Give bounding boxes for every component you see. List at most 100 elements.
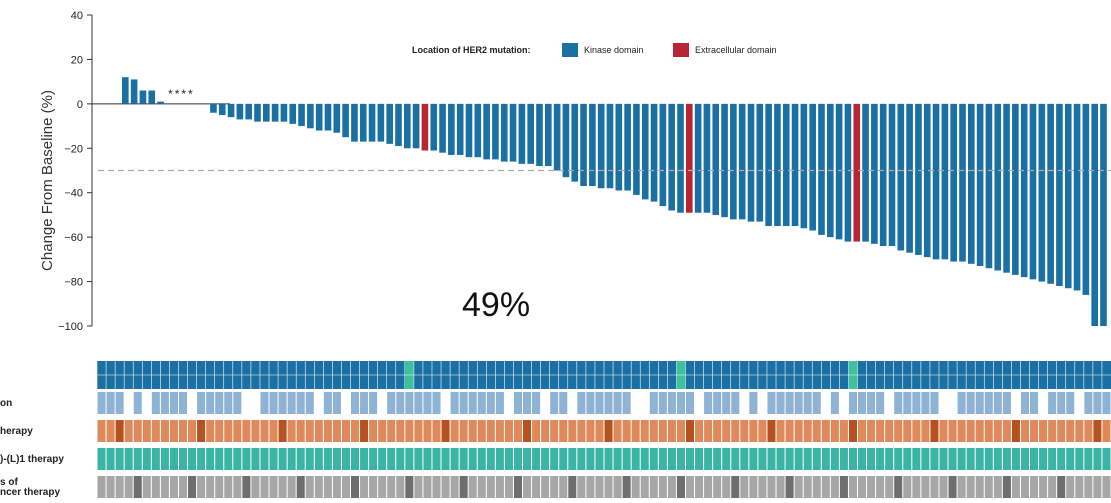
annotation-cell [296, 392, 305, 414]
annotation-cell [939, 420, 948, 442]
bar [465, 103, 473, 158]
annotation-cell [749, 392, 758, 414]
annotation-cell [495, 476, 504, 498]
annotation-cell [1093, 476, 1102, 498]
annotation-cell [450, 420, 459, 442]
annotation-cell [513, 476, 523, 498]
annotation-cell [1066, 392, 1075, 414]
annotation-cell [1093, 392, 1102, 414]
annotation-cell [912, 476, 921, 498]
annotation-cell [106, 420, 115, 442]
bar [500, 103, 508, 162]
annotation-cell [160, 448, 169, 470]
annotation-cell [631, 420, 640, 442]
annotation-cell [115, 448, 124, 470]
annotation-cell [758, 420, 767, 442]
bar [315, 103, 323, 131]
annotation-cell [332, 476, 341, 498]
annotation-cell [622, 448, 631, 470]
annotation-cell [559, 392, 568, 414]
annotation-cell [133, 476, 142, 498]
annotation-cell [568, 420, 577, 442]
annotation-cell [767, 448, 776, 470]
bar [1100, 103, 1107, 326]
annotation-cell [441, 420, 450, 442]
annotation-row-label: herapy [0, 426, 33, 437]
annotation-cell [704, 448, 713, 470]
annotation-cell [541, 476, 550, 498]
annotation-cell [975, 448, 984, 470]
bar [721, 103, 728, 218]
annotation-cell [577, 420, 586, 442]
annotation-cell [550, 448, 559, 470]
annotation-cell [378, 476, 387, 498]
annotation-cell [758, 476, 767, 498]
annotation-cell [930, 392, 939, 414]
bar [800, 103, 808, 229]
bar [994, 103, 1002, 271]
annotation-cell [1039, 448, 1048, 470]
annotation-cell [215, 420, 224, 442]
annotation-cell [577, 476, 586, 498]
annotation-cell [341, 476, 350, 498]
annotation-cell [776, 476, 785, 498]
annotation-cell [215, 392, 224, 414]
annotation-cell [178, 420, 188, 442]
annotation-cell [1066, 476, 1075, 498]
annotation-cell [894, 476, 903, 498]
annotation-cell [314, 420, 323, 442]
annotation-cell [658, 476, 667, 498]
annotation-cell [314, 476, 323, 498]
annotation-cell [586, 420, 595, 442]
annotation-cell [197, 420, 206, 442]
annotation-cell [993, 392, 1002, 414]
annotation-cell [676, 476, 685, 498]
annotation-cell [794, 448, 803, 470]
annotation-cell [188, 476, 197, 498]
annotation-cell [785, 392, 794, 414]
bar [122, 77, 129, 104]
bar [130, 79, 138, 104]
bar [236, 103, 244, 120]
y-tick-label: −60 [64, 232, 83, 244]
annotation-row-label: )-(L)1 therapy [0, 454, 64, 465]
y-tick-label: 20 [71, 54, 83, 66]
annotation-cell [178, 448, 188, 470]
annotation-cell [269, 476, 278, 498]
bar [395, 103, 402, 147]
annotation-cell [704, 392, 713, 414]
annotation-cell [749, 476, 758, 498]
bar [298, 103, 305, 127]
bar [227, 103, 235, 118]
bar [686, 103, 693, 213]
y-tick-label: −20 [64, 143, 83, 155]
annotation-cell [305, 448, 314, 470]
annotation-cell [785, 476, 794, 498]
annotation-cell [287, 392, 296, 414]
annotation-cell [369, 448, 378, 470]
annotation-cell [649, 420, 658, 442]
annotation-cell [351, 448, 360, 470]
annotation-cell [767, 392, 776, 414]
bar [1003, 103, 1010, 273]
annotation-cell [577, 448, 586, 470]
annotation-cell [848, 476, 857, 498]
annotation-cell [1020, 476, 1030, 498]
annotation-cell [568, 448, 577, 470]
annotation-cell [169, 392, 178, 414]
annotation-cell [731, 448, 740, 470]
bar [641, 103, 649, 200]
annotation-cell [1084, 392, 1093, 414]
annotation-cell [676, 392, 685, 414]
bars [122, 77, 1107, 326]
annotation-cell [803, 476, 812, 498]
bar [1073, 103, 1081, 291]
annotation-cell [685, 476, 695, 498]
annotation-cell [160, 476, 169, 498]
legend: Location of HER2 mutation: Kinase domain… [412, 43, 777, 57]
bar [210, 103, 217, 113]
annotation-cell [885, 476, 894, 498]
annotation-cell [912, 420, 921, 442]
annotation-cell [704, 420, 713, 442]
annotation-cell [1057, 392, 1066, 414]
